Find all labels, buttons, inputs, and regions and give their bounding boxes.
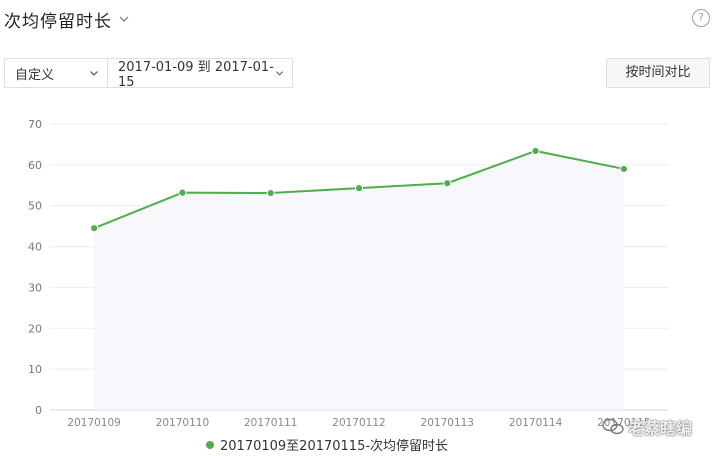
line-chart: 0 10 20 30 40 50 60 70 20170109 20170110 20170111 2…	[28, 118, 668, 429]
x-tick-label: 20170113	[421, 417, 474, 429]
filter-controls: 自定义 2017-01-09 到 2017-01-15	[4, 58, 293, 90]
data-point[interactable]	[354, 184, 364, 193]
watermark-text: 老蔡瞎编	[627, 419, 692, 438]
chart-legend[interactable]: 20170109至20170115-次均停留时长	[206, 435, 448, 454]
chat-bubble-icon	[602, 418, 624, 435]
chevron-down-icon	[275, 71, 284, 76]
legend-label: 20170109至20170115-次均停留时长	[220, 439, 449, 454]
help-icon[interactable]: ?	[692, 9, 710, 27]
x-tick-label: 20170110	[156, 417, 209, 429]
x-tick-label: 20170111	[244, 417, 297, 429]
x-tick-label: 20170109	[67, 417, 120, 429]
range-type-select[interactable]: 自定义	[4, 58, 108, 88]
y-tick-label: 50	[28, 200, 42, 213]
chevron-down-icon	[90, 71, 98, 76]
chart-title-selector[interactable]: 次均停留时长	[4, 6, 130, 32]
watermark: 老蔡瞎编	[602, 415, 692, 439]
series-area	[94, 150, 624, 411]
data-point[interactable]	[443, 179, 452, 188]
data-point[interactable]	[178, 188, 187, 197]
compare-by-time-button[interactable]: 按时间对比	[606, 58, 710, 88]
range-type-value: 自定义	[15, 67, 55, 83]
y-tick-label: 30	[28, 281, 42, 294]
y-tick-label: 20	[28, 322, 42, 335]
x-tick-label: 20170114	[509, 417, 563, 429]
x-tick-label: 20170112	[332, 417, 385, 429]
legend-marker	[206, 440, 214, 449]
data-point[interactable]	[619, 164, 628, 174]
y-tick-label: 10	[28, 363, 42, 376]
data-point[interactable]	[266, 188, 275, 198]
data-point[interactable]	[90, 224, 99, 233]
y-tick-label: 60	[28, 159, 42, 172]
date-range-picker[interactable]: 2017-01-09 到 2017-01-15	[108, 58, 293, 90]
data-point[interactable]	[531, 146, 540, 156]
y-tick-label: 40	[28, 241, 42, 254]
y-tick-label: 0	[35, 404, 42, 417]
y-tick-label: 70	[28, 118, 42, 131]
chevron-down-icon	[119, 16, 129, 22]
date-range-value: 2017-01-09 到 2017-01-15	[118, 60, 274, 90]
page-title: 次均停留时长	[4, 11, 112, 32]
